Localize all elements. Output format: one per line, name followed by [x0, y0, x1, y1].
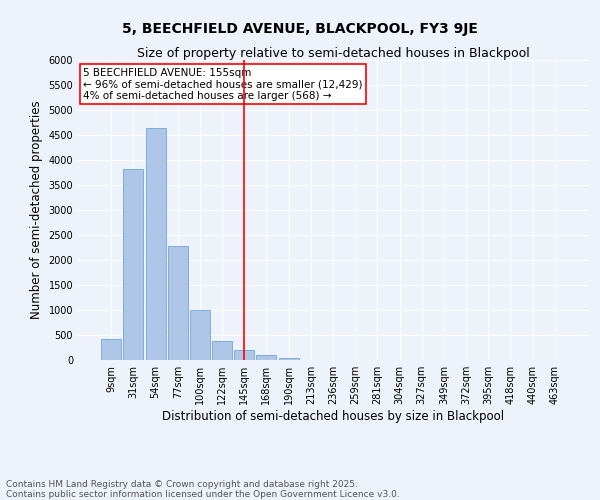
- Text: 5, BEECHFIELD AVENUE, BLACKPOOL, FY3 9JE: 5, BEECHFIELD AVENUE, BLACKPOOL, FY3 9JE: [122, 22, 478, 36]
- X-axis label: Distribution of semi-detached houses by size in Blackpool: Distribution of semi-detached houses by …: [162, 410, 504, 423]
- Bar: [124, 169, 143, 360]
- Bar: [168, 246, 188, 360]
- Bar: [146, 128, 166, 360]
- Bar: [212, 340, 232, 360]
- Text: Contains HM Land Registry data © Crown copyright and database right 2025.
Contai: Contains HM Land Registry data © Crown c…: [6, 480, 400, 499]
- Y-axis label: Number of semi-detached properties: Number of semi-detached properties: [30, 100, 43, 320]
- Bar: [234, 350, 254, 360]
- Bar: [256, 354, 277, 360]
- Bar: [190, 310, 210, 360]
- Bar: [278, 358, 299, 360]
- Text: 5 BEECHFIELD AVENUE: 155sqm
← 96% of semi-detached houses are smaller (12,429)
4: 5 BEECHFIELD AVENUE: 155sqm ← 96% of sem…: [83, 68, 362, 100]
- Bar: [101, 338, 121, 360]
- Title: Size of property relative to semi-detached houses in Blackpool: Size of property relative to semi-detach…: [137, 47, 529, 60]
